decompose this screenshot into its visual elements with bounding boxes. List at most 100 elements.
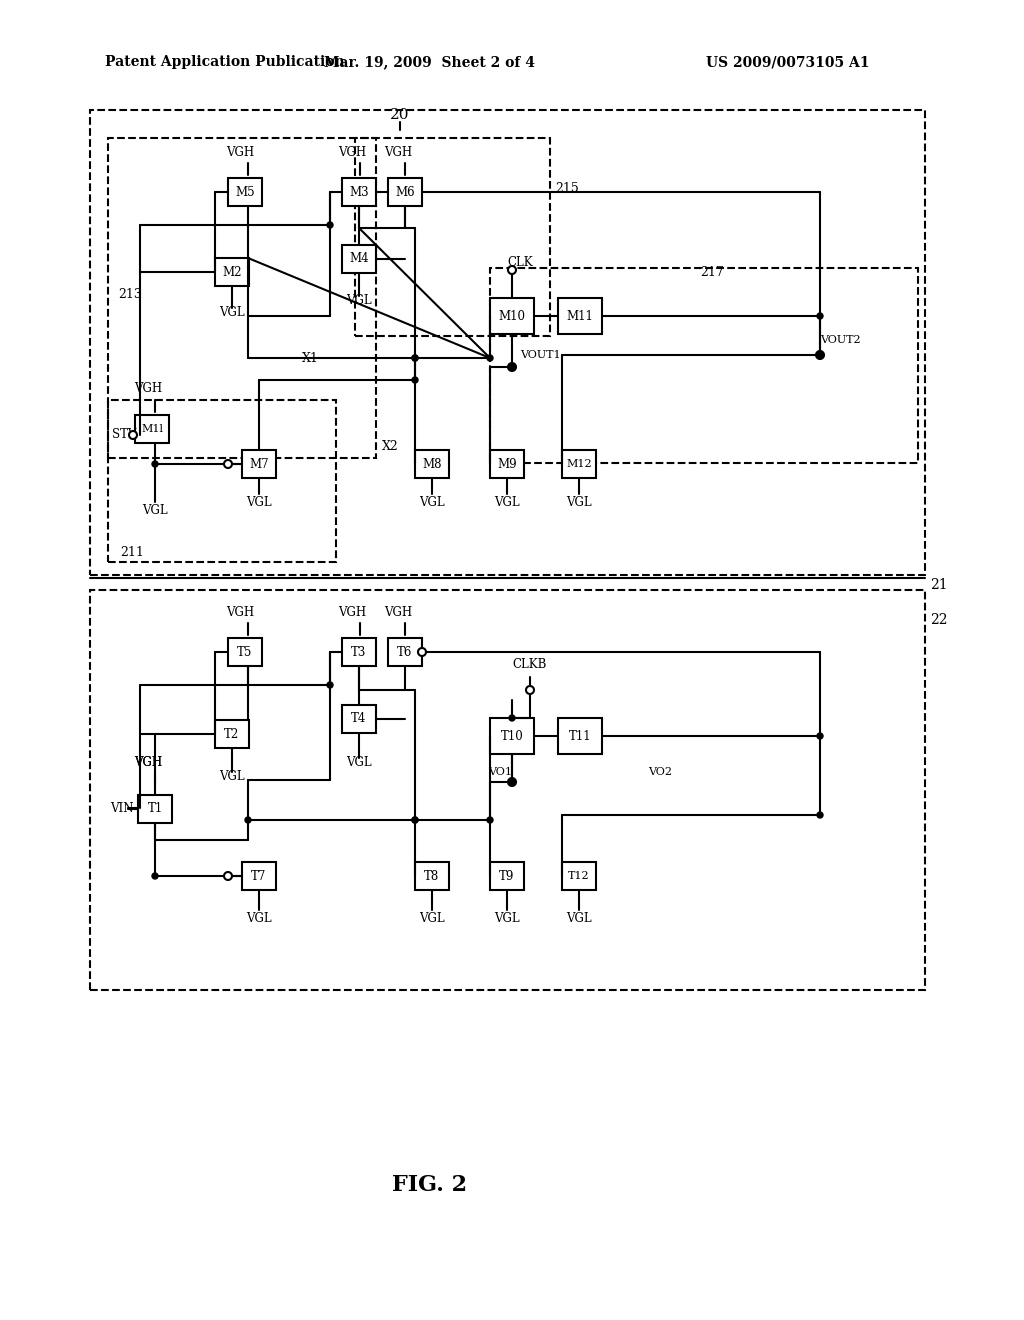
Text: VGH: VGH <box>134 381 162 395</box>
Text: M7: M7 <box>249 458 269 470</box>
Bar <box>90 110 925 576</box>
Text: VGH: VGH <box>134 755 162 768</box>
Bar <box>490 718 534 754</box>
Bar <box>108 400 336 562</box>
Text: M9: M9 <box>498 458 517 470</box>
Text: M10: M10 <box>499 309 525 322</box>
Circle shape <box>509 715 515 721</box>
Bar <box>562 862 596 890</box>
Circle shape <box>412 378 418 383</box>
Bar <box>138 795 172 822</box>
Text: T3: T3 <box>351 645 367 659</box>
Text: VGH: VGH <box>338 145 366 158</box>
Text: VGL: VGL <box>566 495 592 508</box>
Text: VGL: VGL <box>419 912 444 924</box>
Text: VOUT2: VOUT2 <box>820 335 860 345</box>
Bar <box>490 862 524 890</box>
Bar <box>490 298 534 334</box>
Text: FIG. 2: FIG. 2 <box>392 1173 468 1196</box>
Text: VGH: VGH <box>226 145 254 158</box>
Bar <box>90 590 925 990</box>
Circle shape <box>487 355 493 360</box>
Text: T9: T9 <box>500 870 515 883</box>
Circle shape <box>245 817 251 822</box>
Circle shape <box>509 364 515 370</box>
Text: M6: M6 <box>395 186 415 198</box>
Text: VGL: VGL <box>495 495 520 508</box>
Text: X1: X1 <box>301 351 318 364</box>
Text: STV: STV <box>112 429 136 441</box>
Bar <box>388 638 422 667</box>
Bar <box>242 862 276 890</box>
Circle shape <box>224 873 232 880</box>
Text: T4: T4 <box>351 713 367 726</box>
Bar <box>215 257 249 286</box>
Text: T10: T10 <box>501 730 523 742</box>
Text: T2: T2 <box>224 727 240 741</box>
Circle shape <box>412 817 418 822</box>
Text: VOUT1: VOUT1 <box>520 350 560 360</box>
Text: M8: M8 <box>422 458 441 470</box>
Bar <box>228 178 262 206</box>
Text: Patent Application Publication: Patent Application Publication <box>105 55 345 69</box>
Circle shape <box>817 733 823 739</box>
Text: M3: M3 <box>349 186 369 198</box>
Circle shape <box>418 648 426 656</box>
Bar <box>415 450 449 478</box>
Bar <box>415 862 449 890</box>
Bar <box>388 178 422 206</box>
Circle shape <box>816 351 824 359</box>
Bar <box>342 246 376 273</box>
Text: VGL: VGL <box>246 495 271 508</box>
Bar <box>242 450 276 478</box>
Circle shape <box>487 817 493 822</box>
Circle shape <box>526 686 534 694</box>
Text: 215: 215 <box>555 181 579 194</box>
Circle shape <box>412 355 418 360</box>
Circle shape <box>152 873 158 879</box>
Text: 217: 217 <box>700 267 724 280</box>
Text: T5: T5 <box>238 645 253 659</box>
Text: T12: T12 <box>568 871 590 880</box>
Text: 21: 21 <box>930 578 947 591</box>
Text: US 2009/0073105 A1: US 2009/0073105 A1 <box>707 55 870 69</box>
Text: VGH: VGH <box>384 145 412 158</box>
Bar <box>108 139 376 458</box>
Bar <box>558 718 602 754</box>
Text: VGH: VGH <box>338 606 366 619</box>
Text: VGL: VGL <box>346 293 372 306</box>
Bar <box>558 298 602 334</box>
Text: VGL: VGL <box>346 755 372 768</box>
Circle shape <box>817 812 823 818</box>
Circle shape <box>327 682 333 688</box>
Circle shape <box>224 459 232 469</box>
Text: M11: M11 <box>566 309 594 322</box>
Text: M12: M12 <box>566 459 592 469</box>
Text: VO1: VO1 <box>488 767 512 777</box>
Text: 213: 213 <box>118 289 142 301</box>
Circle shape <box>327 222 333 228</box>
Text: T1: T1 <box>147 803 163 816</box>
Circle shape <box>508 363 516 371</box>
Text: M2: M2 <box>222 265 242 279</box>
Text: VO2: VO2 <box>648 767 672 777</box>
Text: VGL: VGL <box>495 912 520 924</box>
Circle shape <box>508 267 516 275</box>
Text: 20: 20 <box>390 108 410 121</box>
Circle shape <box>817 313 823 319</box>
Text: T8: T8 <box>424 870 439 883</box>
Bar <box>135 414 169 444</box>
Bar <box>562 450 596 478</box>
Text: 22: 22 <box>930 612 947 627</box>
Text: VIN: VIN <box>110 801 133 814</box>
Text: T6: T6 <box>397 645 413 659</box>
Bar <box>215 719 249 748</box>
Bar <box>490 268 918 463</box>
Circle shape <box>509 779 515 785</box>
Text: VGL: VGL <box>219 305 245 318</box>
Bar <box>342 705 376 733</box>
Bar <box>490 450 524 478</box>
Text: CLK: CLK <box>507 256 532 269</box>
Text: VGH: VGH <box>226 606 254 619</box>
Circle shape <box>817 352 823 358</box>
